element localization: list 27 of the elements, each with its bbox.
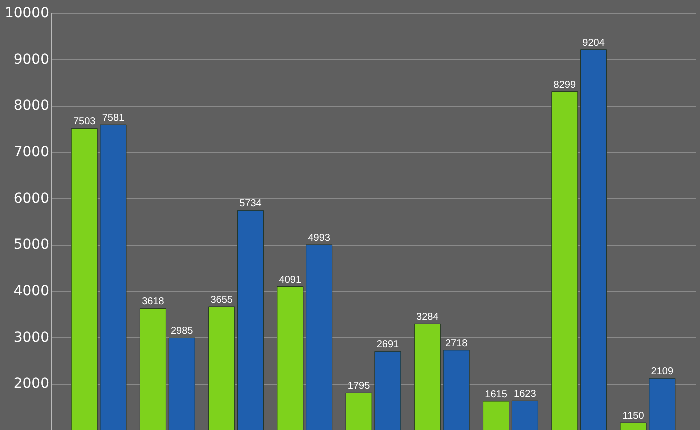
y-tick-label: 6000 xyxy=(14,190,50,207)
data-label: 3618 xyxy=(142,296,165,308)
data-label: 7503 xyxy=(73,116,96,128)
data-label: 3655 xyxy=(210,294,234,306)
data-label: 2985 xyxy=(170,326,194,338)
y-tick-label: 5000 xyxy=(14,237,50,254)
data-label: 1615 xyxy=(485,390,508,401)
data-label: 2109 xyxy=(651,366,674,378)
data-label: 4993 xyxy=(308,232,331,244)
data-label: 1623 xyxy=(514,389,537,400)
y-tick-label: 7000 xyxy=(14,144,50,160)
data-label: 2718 xyxy=(445,338,468,350)
data-label: 3284 xyxy=(416,312,440,324)
data-label: 5734 xyxy=(240,198,262,210)
data-label: 1795 xyxy=(348,381,371,392)
y-tick-label: 4000 xyxy=(14,284,50,300)
data-label: 9204 xyxy=(582,38,606,49)
y-tick-label: 9000 xyxy=(14,52,50,68)
data-label: 1150 xyxy=(622,411,645,422)
data-label: 7581 xyxy=(102,113,126,124)
data-label: 4091 xyxy=(279,274,302,286)
data-label: 2691 xyxy=(376,340,400,351)
data-label: 8299 xyxy=(554,80,576,91)
y-tick-label: 8000 xyxy=(14,98,50,114)
y-tick-label: 3000 xyxy=(14,330,50,346)
y-tick-label: 10000 xyxy=(4,6,50,22)
y-tick-label: 2000 xyxy=(14,376,50,392)
